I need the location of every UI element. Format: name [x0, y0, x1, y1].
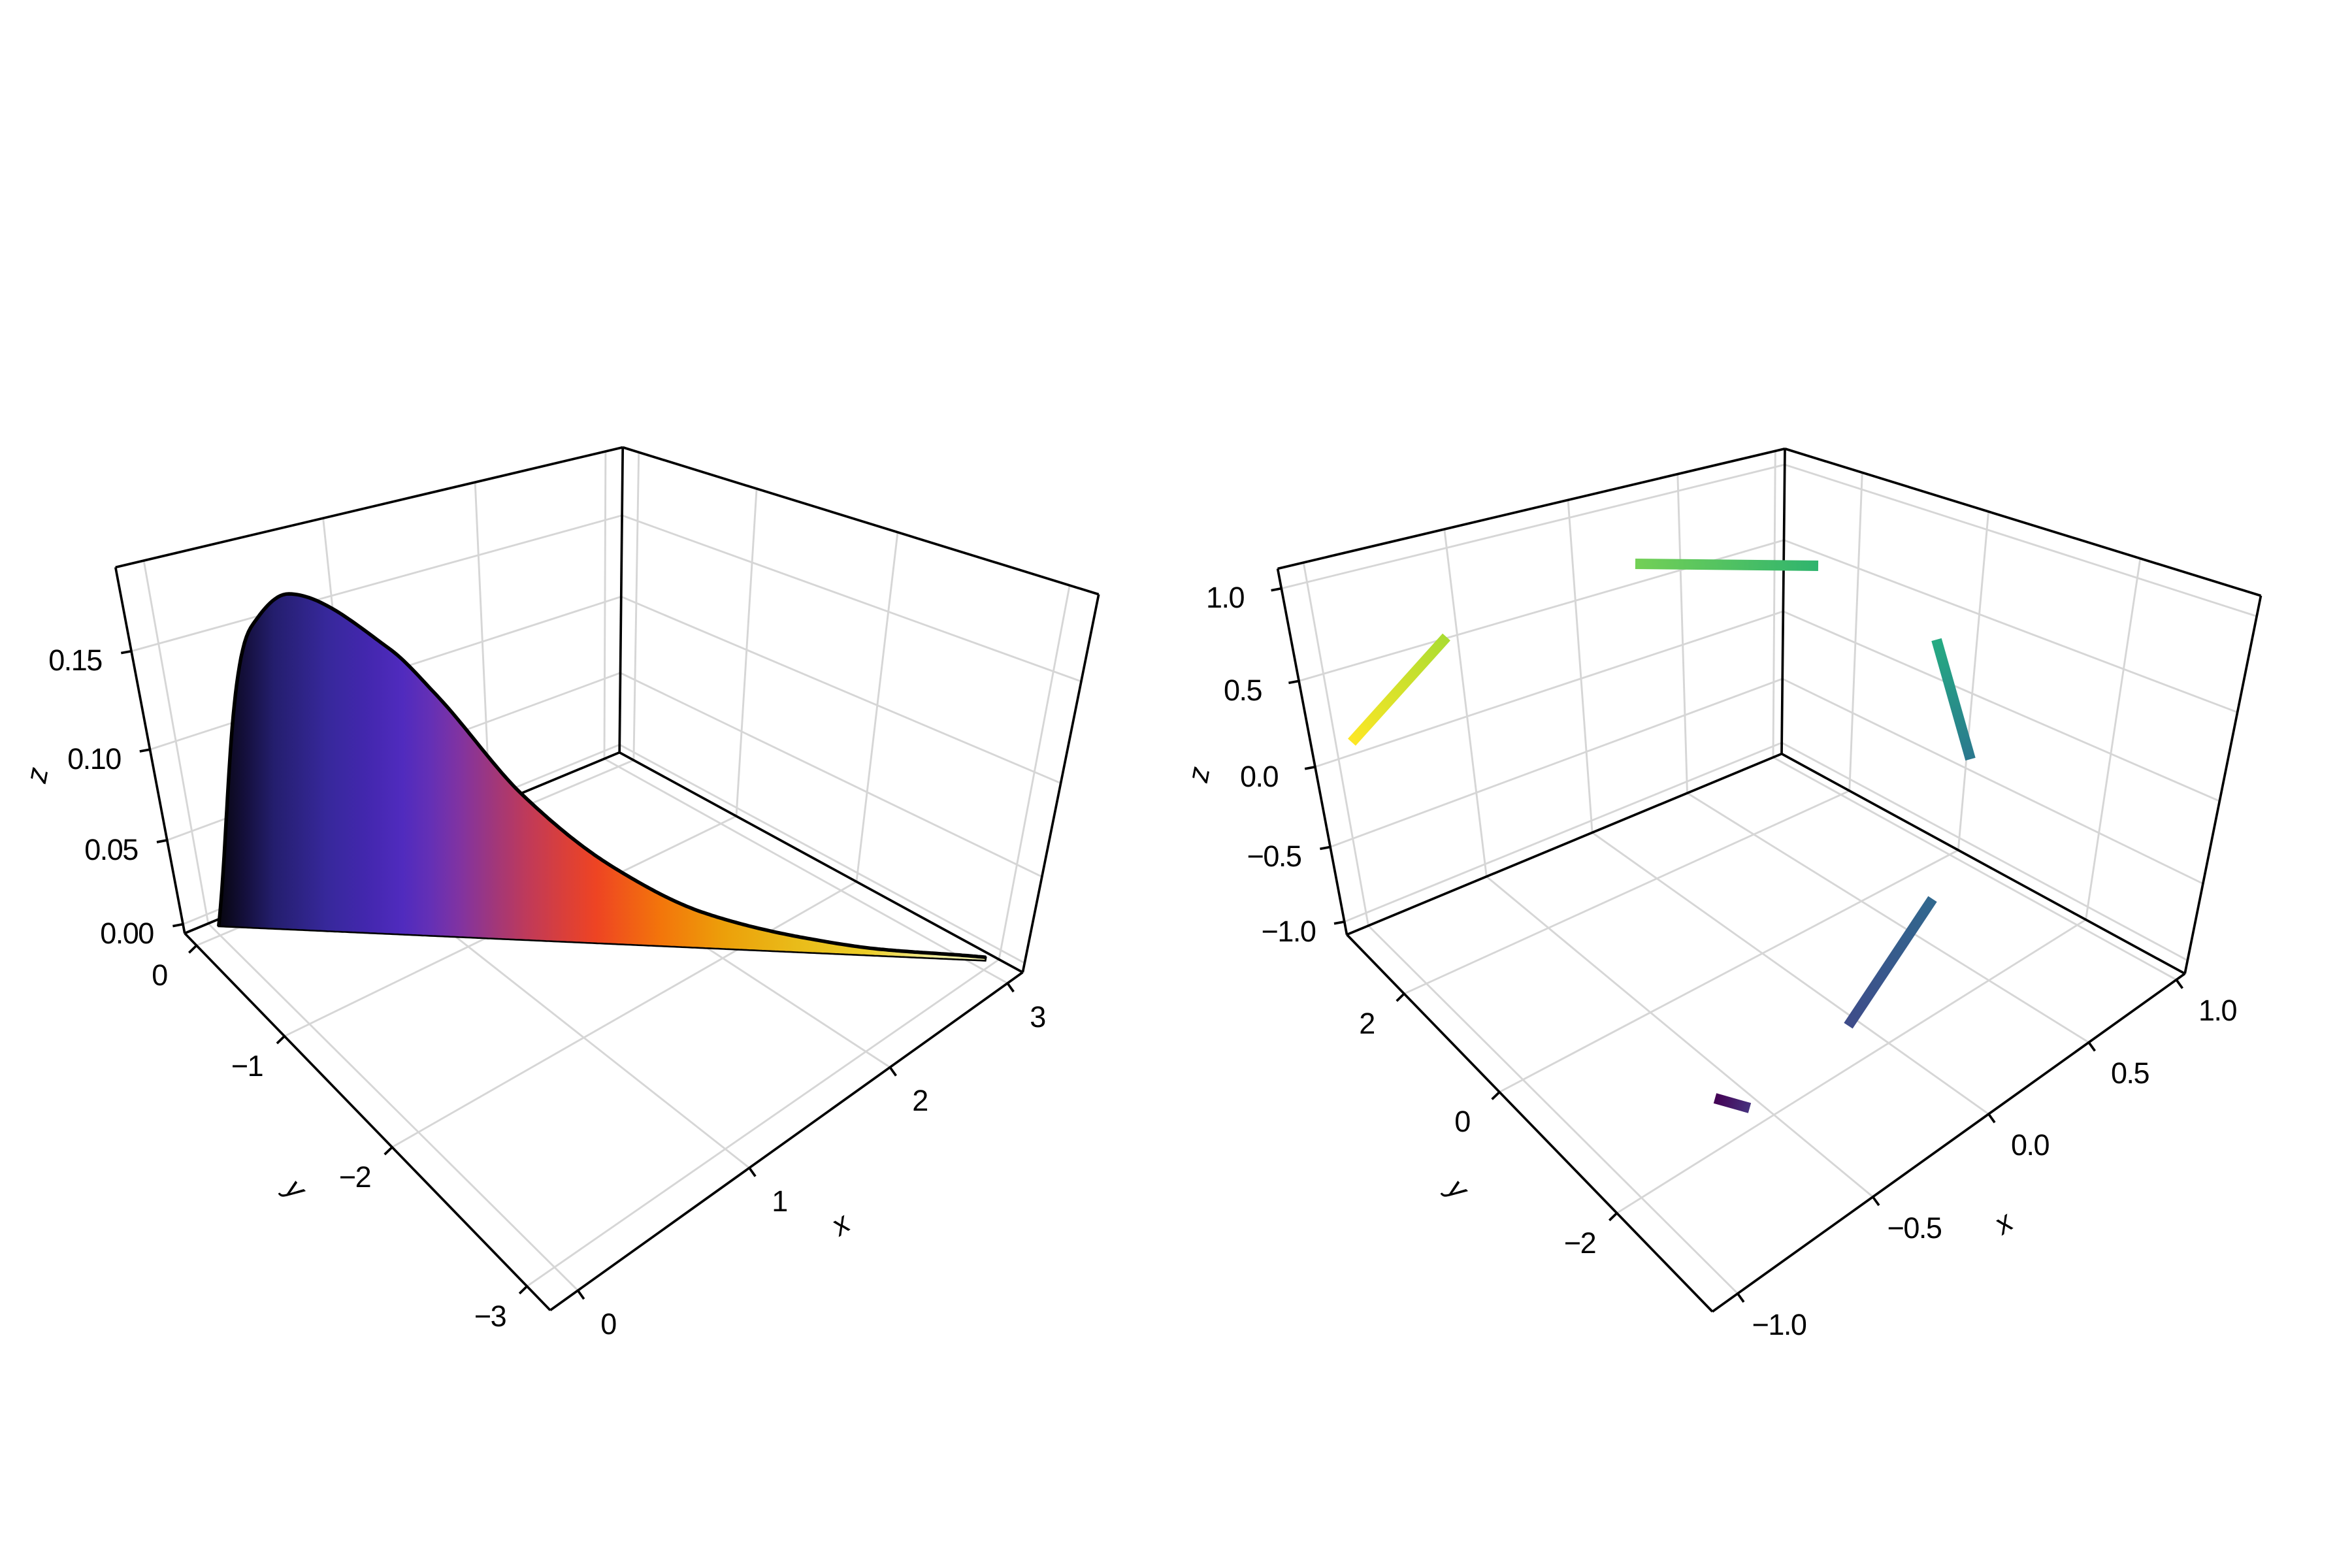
svg-text:−1.0: −1.0 [1262, 915, 1316, 948]
svg-text:−2: −2 [1564, 1226, 1595, 1260]
svg-text:0.0: 0.0 [1240, 760, 1279, 793]
svg-text:2: 2 [912, 1084, 928, 1117]
svg-text:0.5: 0.5 [2111, 1056, 2149, 1090]
svg-text:0.00: 0.00 [100, 917, 154, 950]
svg-text:0: 0 [600, 1307, 616, 1341]
svg-text:−0.5: −0.5 [1247, 840, 1301, 873]
svg-text:−0.5: −0.5 [1887, 1211, 1942, 1245]
svg-text:0.5: 0.5 [1224, 674, 1262, 707]
svg-text:1.0: 1.0 [2198, 994, 2237, 1027]
svg-text:0.15: 0.15 [48, 644, 102, 677]
svg-text:1: 1 [772, 1184, 787, 1218]
svg-text:−3: −3 [474, 1299, 506, 1333]
svg-text:0.0: 0.0 [2011, 1128, 2050, 1162]
svg-text:−1.0: −1.0 [1752, 1308, 1806, 1341]
svg-text:0.10: 0.10 [67, 742, 121, 776]
svg-text:0: 0 [152, 958, 167, 992]
svg-text:3: 3 [1030, 1000, 1045, 1034]
svg-text:−2: −2 [339, 1160, 370, 1194]
svg-text:0: 0 [1454, 1105, 1470, 1138]
svg-text:1.0: 1.0 [1206, 581, 1245, 614]
svg-text:2: 2 [1359, 1007, 1375, 1040]
svg-text:0.05: 0.05 [84, 833, 138, 866]
svg-text:−1: −1 [231, 1049, 263, 1083]
